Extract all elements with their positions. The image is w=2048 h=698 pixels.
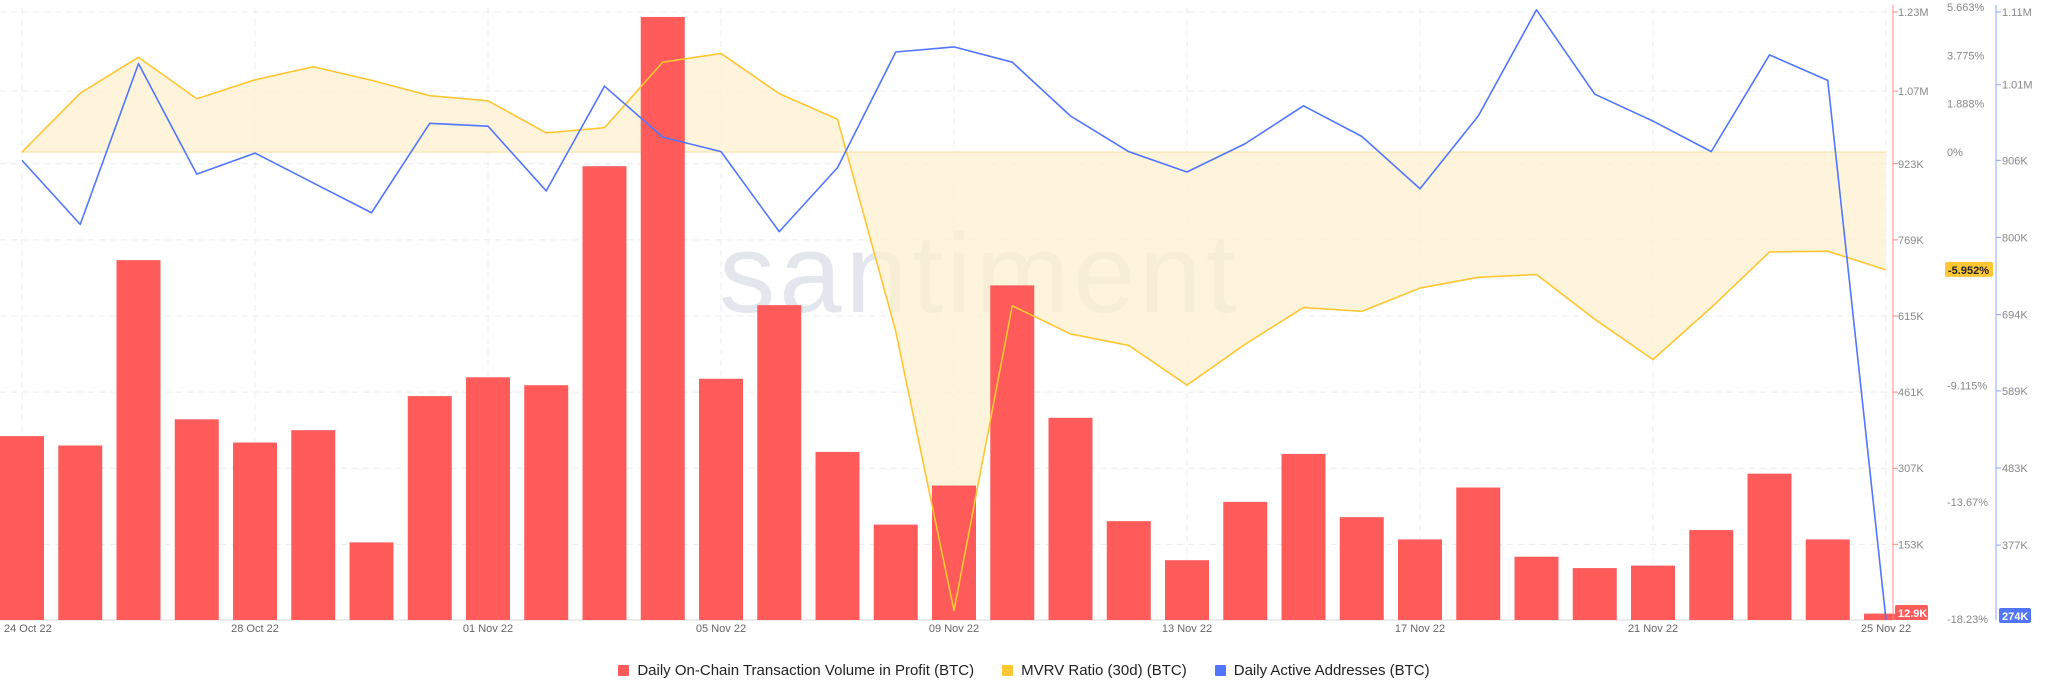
addresses-tick-label-0: 377K [2002, 540, 2028, 552]
series-lines [21, 9, 1887, 621]
addresses-tick-label-3: 694K [2002, 310, 2028, 322]
volume-bar-30 [1747, 473, 1792, 620]
volume-bar-19 [1106, 521, 1151, 620]
volume-tick-label-4: 769K [1898, 235, 1924, 247]
mvrv-tick-label-2: 1.888% [1947, 99, 1985, 111]
mvrv-current-badge: -5.952% [1948, 265, 1989, 277]
mvrv-line [21, 52, 1887, 612]
axes: 153K 307K 461K 615K 769K 923K 1.07M 1.23M 5.663%… [4, 2, 2033, 635]
legend-swatch-volume [618, 664, 630, 676]
volume-bar-20 [1165, 560, 1209, 620]
x-tick-label-7: 21 Nov 22 [1628, 623, 1678, 635]
addresses-current-badge-bg [1999, 608, 2031, 623]
volume-bar-4 [233, 442, 277, 620]
addresses-tick-label-7: 1.11M [2002, 7, 2032, 19]
volume-bar-8 [466, 377, 510, 620]
volume-bar-7 [407, 396, 452, 620]
x-tick-label-5: 13 Nov 22 [1162, 623, 1212, 635]
mvrv-tick-label-1: 3.775% [1947, 50, 1985, 62]
legend-item-mvrv[interactable]: MVRV Ratio (30d) (BTC) [1002, 662, 1187, 679]
addresses-tick-label-5: 906K [2002, 155, 2028, 167]
volume-bar-22 [1281, 453, 1326, 620]
addresses-tick-label-6: 1.01M [2002, 80, 2033, 92]
volume-bar-28 [1631, 565, 1675, 620]
mvrv-area-fill [22, 53, 1886, 611]
volume-bar-24 [1398, 539, 1442, 620]
mvrv-tick-label-5: -9.115% [1947, 381, 1987, 393]
volume-bars [0, 16, 1908, 620]
mvrv-tick-label-3: 0% [1947, 147, 1963, 159]
x-tick-label-8: 25 Nov 22 [1861, 623, 1911, 635]
volume-bar-14 [815, 451, 860, 620]
volume-bar-1 [58, 445, 103, 620]
legend-label-addresses: Daily Active Addresses (BTC) [1233, 661, 1430, 679]
volume-bar-10 [582, 166, 627, 620]
legend-swatch-addresses [1214, 664, 1226, 676]
volume-bar-29 [1689, 530, 1734, 620]
mvrv-current-badge-bg [1945, 261, 1993, 277]
volume-tick-label-7: 1.23M [1898, 7, 1929, 19]
volume-bar-21 [1223, 501, 1268, 620]
volume-bar-12 [699, 378, 743, 620]
volume-bar-6 [349, 542, 394, 620]
volume-bar-18 [1048, 417, 1093, 620]
x-tick-label-6: 17 Nov 22 [1395, 623, 1445, 635]
x-tick-label-3: 05 Nov 22 [696, 623, 746, 635]
volume-tick-label-1: 307K [1898, 463, 1924, 475]
volume-bar-2 [116, 260, 161, 620]
volume-bar-25 [1456, 487, 1501, 620]
volume-bar-16 [932, 485, 976, 620]
volume-bar-31 [1805, 539, 1850, 620]
mvrv-tick-label-6: -13.67% [1947, 497, 1988, 509]
legend-label-volume: Daily On-Chain Transaction Volume in Pro… [637, 661, 975, 679]
volume-bar-5 [291, 430, 336, 620]
mvrv-area [22, 53, 1886, 611]
volume-current-badge-bg [1895, 605, 1928, 620]
volume-tick-label-6: 1.07M [1898, 86, 1929, 98]
addresses-line [21, 9, 1887, 621]
volume-tick-label-2: 461K [1898, 387, 1924, 399]
x-tick-label-2: 01 Nov 22 [463, 623, 513, 635]
mvrv-tick-label-0: 5.663% [1947, 2, 1985, 14]
volume-current-badge: 12.9K [1898, 608, 1927, 620]
x-tick-label-0: 24 Oct 22 [4, 623, 52, 635]
x-tick-label-1: 28 Oct 22 [231, 623, 279, 635]
legend-label-mvrv: MVRV Ratio (30d) (BTC) [1021, 661, 1187, 679]
volume-bar-13 [757, 305, 802, 620]
volume-tick-label-5: 923K [1898, 159, 1924, 171]
addresses-tick-label-1: 483K [2002, 463, 2028, 475]
volume-tick-label-0: 153K [1898, 539, 1924, 551]
mvrv-tick-label-7: -18.23% [1947, 614, 1988, 626]
volume-bar-15 [873, 524, 918, 620]
volume-bar-0 [0, 436, 44, 620]
addresses-tick-label-4: 800K [2002, 232, 2028, 244]
volume-bar-3 [174, 419, 219, 620]
volume-bar-26 [1514, 556, 1559, 620]
legend-item-volume[interactable]: Daily On-Chain Transaction Volume in Pro… [618, 662, 974, 679]
volume-bar-11 [640, 16, 685, 620]
volume-bar-27 [1572, 568, 1617, 620]
volume-tick-label-3: 615K [1898, 311, 1924, 323]
legend-swatch-mvrv [1002, 664, 1014, 676]
legend-item-addresses[interactable]: Daily Active Addresses (BTC) [1214, 661, 1430, 679]
volume-bar-17 [990, 285, 1035, 620]
legend: Daily On-Chain Transaction Volume in Pro… [0, 656, 2048, 684]
addresses-tick-label-2: 589K [2002, 386, 2028, 398]
addresses-current-badge: 274K [2002, 611, 2028, 623]
volume-bar-9 [524, 385, 569, 620]
x-tick-label-4: 09 Nov 22 [929, 623, 979, 635]
volume-bar-23 [1339, 517, 1384, 620]
